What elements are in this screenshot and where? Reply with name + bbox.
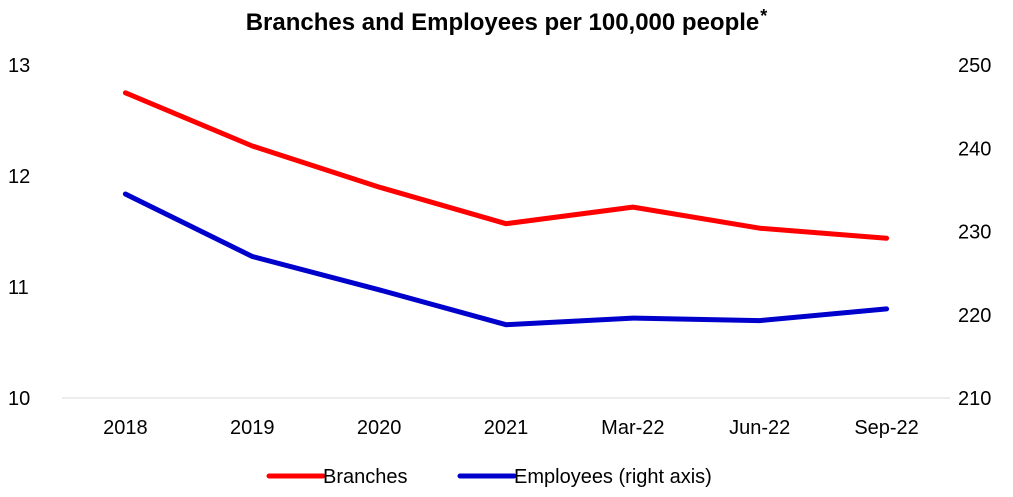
x-tick-label: Sep-22 [854, 417, 919, 439]
series-line-employees [122, 191, 890, 328]
x-tick-label: Mar-22 [601, 417, 664, 439]
right-y-axis: 250 240 230 220 210 [958, 55, 991, 410]
chart-title: Branches and Employees per 100,000 peopl… [0, 6, 1013, 37]
x-axis: 2018 2019 2020 2021 Mar-22 Jun-22 Sep-22 [103, 417, 919, 439]
right-y-tick-label: 210 [958, 388, 991, 410]
legend-employees-label: Employees (right axis) [514, 466, 712, 488]
x-tick-label: Jun-22 [729, 417, 790, 439]
right-y-tick-label: 220 [958, 305, 991, 327]
chart-title-text: Branches and Employees per 100,000 peopl… [245, 9, 760, 36]
left-y-tick-label: 10 [8, 388, 30, 410]
legend: Branches Employees (right axis) [266, 466, 712, 488]
x-tick-label: 2018 [103, 417, 148, 439]
x-tick-label: 2019 [230, 417, 275, 439]
left-y-tick-label: 11 [8, 277, 29, 299]
right-y-tick-label: 230 [958, 222, 991, 244]
x-tick-label: 2021 [484, 417, 529, 439]
legend-branches-label: Branches [323, 466, 408, 488]
left-y-tick-label: 12 [8, 166, 30, 188]
series-lines [122, 90, 890, 328]
series-line-branches [122, 90, 890, 241]
left-y-tick-label: 13 [8, 55, 30, 77]
left-y-axis: 13 12 11 10 [8, 55, 30, 410]
right-y-tick-label: 240 [958, 138, 991, 160]
x-tick-label: 2020 [357, 417, 402, 439]
right-y-tick-label: 250 [958, 55, 991, 77]
chart-title-mark: * [760, 6, 768, 26]
